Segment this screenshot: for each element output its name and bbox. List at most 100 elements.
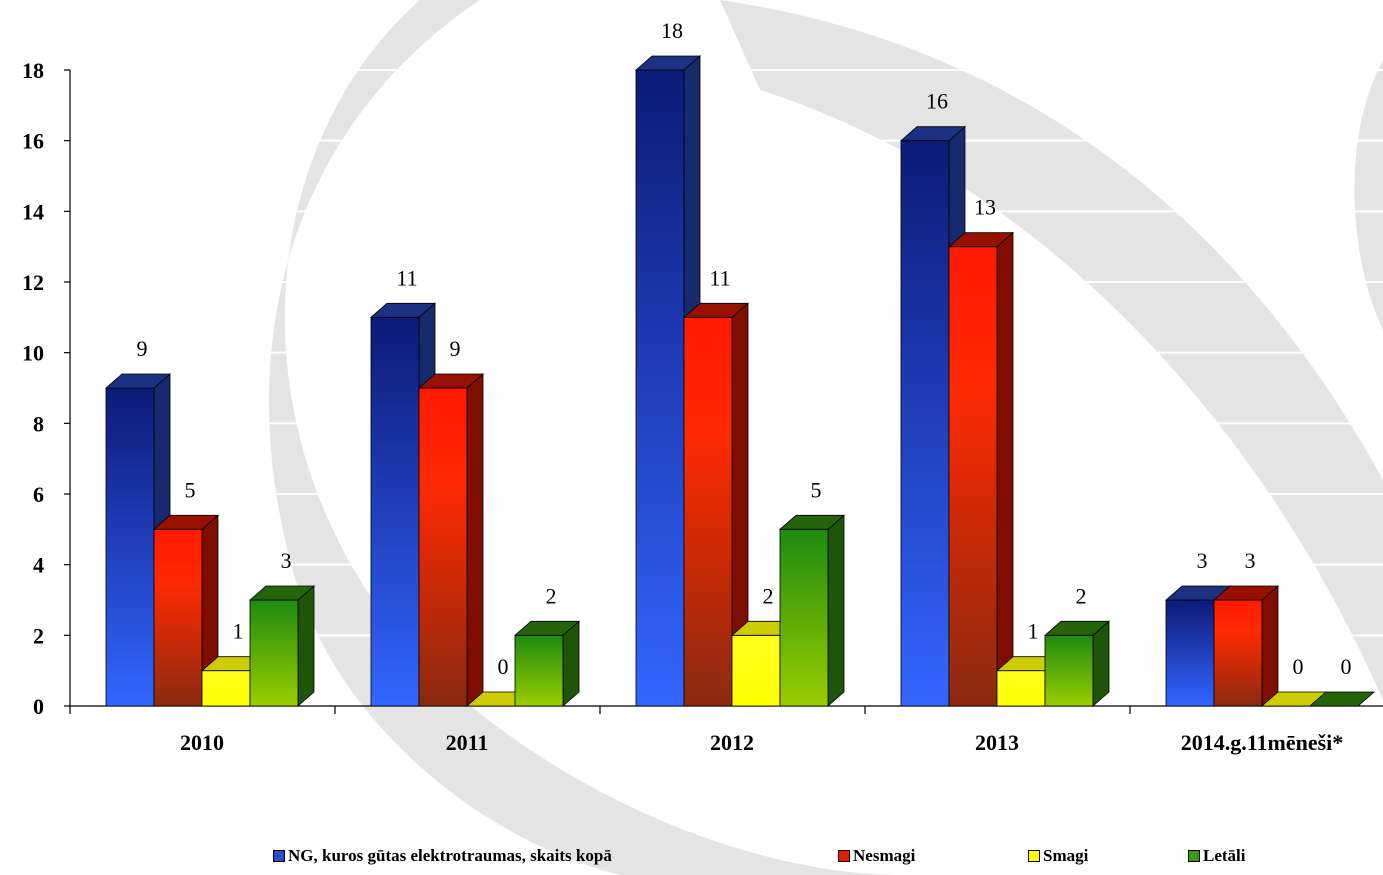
bar-front-face (514, 634, 564, 707)
data-label: 11 (396, 265, 417, 290)
bar-top-face (634, 55, 702, 71)
legend-item: Nesmagi (838, 846, 915, 866)
bar-front-face (900, 140, 950, 707)
data-label: 3 (1245, 548, 1256, 573)
legend-label: Letāli (1203, 846, 1246, 865)
data-label: 16 (926, 89, 948, 114)
data-label: 1 (1028, 619, 1039, 644)
bar-front-face (1044, 634, 1094, 707)
y-tick-label-16: 16 (22, 129, 44, 154)
legend-label: Nesmagi (853, 846, 916, 865)
legend-item: Letāli (1188, 846, 1246, 866)
bar-top-face (947, 232, 1015, 248)
swoosh-arc-left (268, 0, 901, 875)
legend-label: NG, kuros gūtas elektrotraumas, skaits k… (288, 846, 612, 865)
bar-2011-letāli (513, 620, 581, 707)
data-label: 2 (1076, 583, 1087, 608)
bar-2010-nesmagi (152, 514, 220, 707)
legend-swatch (1028, 850, 1040, 862)
bar-front-face (996, 670, 1046, 707)
data-label: 0 (498, 654, 509, 679)
data-label: 2 (546, 583, 557, 608)
bar-top-face (513, 620, 581, 636)
bar-top-face (1043, 620, 1111, 636)
y-tick-label-6: 6 (33, 482, 44, 507)
y-tick-label-8: 8 (33, 411, 44, 436)
legend-swatch (1188, 850, 1200, 862)
legend-swatch (838, 850, 850, 862)
x-tick-label-2014.g.11mēneši*: 2014.g.11mēneši* (1181, 730, 1344, 755)
x-tick-label-2011: 2011 (446, 730, 489, 755)
bar-2010-letāli (248, 585, 316, 707)
data-label: 5 (811, 477, 822, 502)
y-tick-label-18: 18 (22, 58, 44, 83)
bar-front-face (1213, 599, 1263, 707)
bar-2012-ng (634, 55, 702, 707)
bar-2011-nesmagi (417, 373, 485, 707)
bar-front-face (370, 316, 420, 707)
y-tick-label-0: 0 (33, 694, 44, 719)
data-label: 3 (281, 548, 292, 573)
bar-2012-nesmagi (682, 302, 750, 707)
bar-top-face (417, 373, 485, 389)
legend-item: Smagi (1028, 846, 1088, 866)
bar-2012-letāli (778, 514, 846, 707)
data-label: 5 (185, 477, 196, 502)
bar-2014.g.11mēneši*-nesmagi (1212, 585, 1280, 707)
legend-swatch (273, 850, 285, 862)
bar-side-face (297, 585, 315, 707)
data-label: 13 (974, 195, 996, 220)
bar-top-face (248, 585, 316, 601)
bar-top-face (1308, 691, 1376, 707)
y-tick-label-10: 10 (22, 341, 44, 366)
bar-side-face (562, 620, 580, 707)
bar-front-face (105, 387, 155, 707)
bar-front-face (201, 670, 251, 707)
bar-front-face (153, 528, 203, 707)
gridlines (70, 69, 1383, 637)
y-tick-label-2: 2 (33, 623, 44, 648)
x-tick-label-2010: 2010 (180, 730, 224, 755)
bar-front-face (948, 246, 998, 707)
legend-label: Smagi (1043, 846, 1089, 865)
data-label: 11 (709, 265, 730, 290)
legend-item: NG, kuros gūtas elektrotraumas, skaits k… (273, 846, 612, 866)
bar-side-face (466, 373, 484, 707)
bar-front-face (731, 634, 781, 707)
bar-top-face (104, 373, 172, 389)
bar-front-face (779, 528, 829, 707)
bar-top-face (152, 514, 220, 530)
bar-side-face (1261, 585, 1279, 707)
x-tick-label-2012: 2012 (710, 730, 754, 755)
bar-front-face (635, 69, 685, 707)
bar-2013-letāli (1043, 620, 1111, 707)
bar-2013-nesmagi (947, 231, 1015, 707)
data-label: 0 (1293, 654, 1304, 679)
x-tick-label-2013: 2013 (975, 730, 1019, 755)
legend: NG, kuros gūtas elektrotraumas, skaits k… (0, 846, 1383, 872)
data-label: 1 (233, 619, 244, 644)
bar-side-face (996, 231, 1014, 707)
bar-front-face (1165, 599, 1215, 707)
y-tick-label-12: 12 (22, 270, 44, 295)
data-label: 9 (450, 336, 461, 361)
data-label: 3 (1197, 548, 1208, 573)
y-tick-label-4: 4 (33, 553, 44, 578)
bar-top-face (682, 302, 750, 318)
data-label: 9 (137, 336, 148, 361)
bar-front-face (683, 316, 733, 707)
bars (104, 55, 1376, 707)
bar-side-face (1092, 620, 1110, 707)
bar-side-face (827, 514, 845, 707)
bar-top-face (369, 302, 437, 318)
bar-2014.g.11mēneši*-letāli (1308, 691, 1376, 707)
bar-top-face (899, 126, 967, 142)
swoosh-arc-right (1354, 60, 1383, 330)
bar-front-face (418, 387, 468, 707)
data-label: 2 (763, 583, 774, 608)
bar-top-face (778, 514, 846, 530)
bar-front-face (249, 599, 299, 707)
y-tick-label-14: 14 (22, 199, 44, 224)
